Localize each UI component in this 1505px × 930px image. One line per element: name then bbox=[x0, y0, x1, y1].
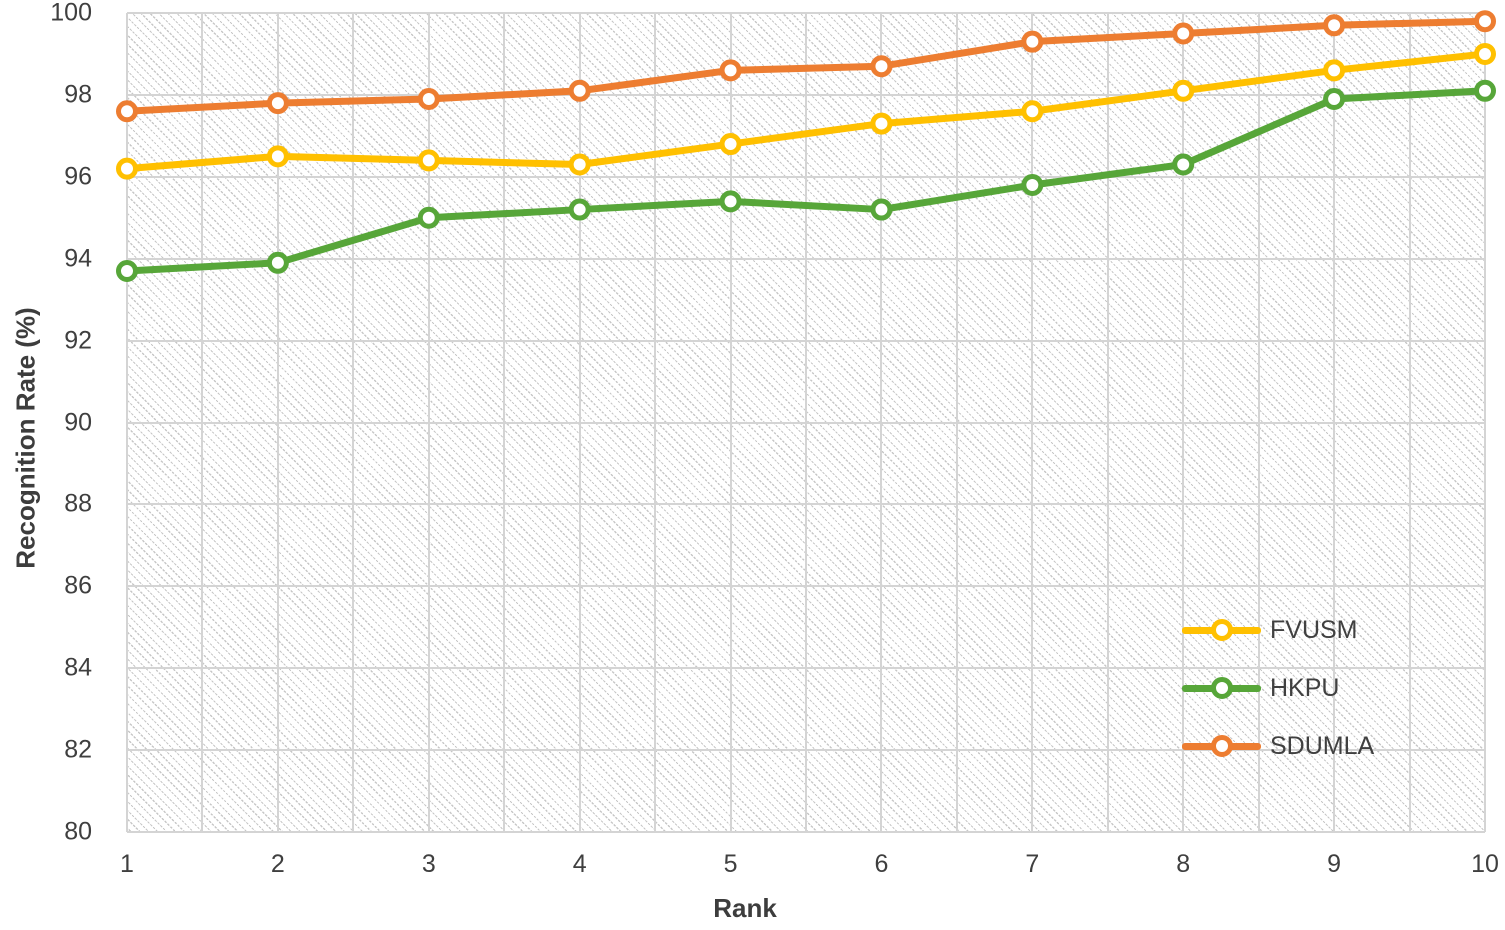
y-tick-label: 98 bbox=[64, 80, 92, 109]
x-tick-label: 6 bbox=[874, 850, 889, 878]
y-tick-label: 86 bbox=[64, 571, 92, 600]
series-line-fvusm bbox=[123, 50, 1489, 173]
legend-marker-icon bbox=[1182, 619, 1261, 641]
x-tick-label: 3 bbox=[421, 850, 436, 878]
data-point-fvusm-rank9 bbox=[1323, 59, 1346, 82]
legend: FVUSM HKPU SDUMLA bbox=[1182, 601, 1374, 775]
x-tick-label: 10 bbox=[1471, 850, 1499, 878]
y-tick-label: 94 bbox=[64, 244, 92, 273]
horizontal-gridline bbox=[127, 503, 1485, 506]
series-plot bbox=[116, 10, 1496, 282]
data-point-hkpu-rank3 bbox=[417, 206, 440, 229]
data-point-hkpu-rank6 bbox=[870, 198, 893, 221]
data-point-fvusm-rank2 bbox=[266, 145, 289, 168]
vertical-gridline bbox=[1484, 13, 1486, 832]
data-point-hkpu-rank5 bbox=[719, 190, 742, 213]
x-tick-label: 9 bbox=[1327, 850, 1342, 878]
legend-label: SDUMLA bbox=[1270, 731, 1375, 760]
legend-marker-ring-icon bbox=[1210, 735, 1233, 757]
data-point-hkpu-rank7 bbox=[1021, 173, 1044, 196]
horizontal-gridline bbox=[127, 339, 1485, 342]
data-point-sdumla-rank6 bbox=[870, 55, 893, 78]
x-axis-title: Rank bbox=[713, 893, 777, 923]
data-point-fvusm-rank6 bbox=[870, 112, 893, 135]
x-tick-label: 5 bbox=[723, 850, 738, 878]
legend-marker-ring-icon bbox=[1210, 619, 1233, 641]
legend-marker-ring-icon bbox=[1210, 677, 1233, 699]
data-point-hkpu-rank9 bbox=[1323, 87, 1346, 110]
horizontal-gridline bbox=[127, 585, 1485, 588]
data-point-hkpu-rank4 bbox=[568, 198, 591, 221]
horizontal-gridline bbox=[127, 93, 1485, 96]
legend-item-sdumla: SDUMLA bbox=[1182, 717, 1374, 775]
data-point-sdumla-rank5 bbox=[719, 59, 742, 82]
data-point-hkpu-rank8 bbox=[1172, 153, 1195, 176]
data-point-sdumla-rank4 bbox=[568, 79, 591, 102]
data-point-fvusm-rank3 bbox=[417, 149, 440, 172]
series-line-hkpu bbox=[123, 87, 1489, 275]
y-tick-label: 90 bbox=[64, 408, 92, 436]
horizontal-gridline bbox=[127, 749, 1485, 752]
y-tick-label: 80 bbox=[64, 817, 92, 846]
legend-item-hkpu: HKPU bbox=[1182, 659, 1374, 717]
data-point-sdumla-rank1 bbox=[116, 100, 138, 123]
horizontal-gridline bbox=[127, 175, 1485, 178]
horizontal-gridline bbox=[127, 421, 1485, 424]
x-tick-label: 1 bbox=[120, 850, 134, 878]
series-line-sdumla bbox=[123, 17, 1489, 115]
plot-area bbox=[116, 10, 1496, 833]
y-tick-label: 96 bbox=[64, 162, 92, 191]
y-tick-label: 100 bbox=[50, 0, 92, 27]
legend-marker-icon bbox=[1182, 735, 1261, 757]
data-point-sdumla-rank10 bbox=[1474, 10, 1496, 33]
data-point-fvusm-rank8 bbox=[1172, 79, 1195, 102]
x-tick-label: 2 bbox=[270, 850, 285, 878]
legend-marker-icon bbox=[1182, 677, 1261, 699]
x-tick-label: 8 bbox=[1176, 850, 1191, 878]
horizontal-gridline bbox=[127, 12, 1485, 14]
data-point-fvusm-rank4 bbox=[568, 153, 591, 176]
y-tick-label: 92 bbox=[64, 326, 92, 355]
data-point-hkpu-rank10 bbox=[1474, 79, 1496, 102]
data-point-fvusm-rank1 bbox=[116, 157, 138, 180]
data-point-fvusm-rank5 bbox=[719, 133, 742, 156]
data-point-hkpu-rank2 bbox=[266, 251, 289, 274]
legend-item-fvusm: FVUSM bbox=[1182, 601, 1374, 659]
data-point-fvusm-rank7 bbox=[1021, 100, 1044, 123]
y-tick-label: 88 bbox=[64, 489, 92, 518]
data-point-sdumla-rank7 bbox=[1021, 30, 1044, 53]
x-tick-label: 7 bbox=[1025, 850, 1040, 878]
legend-label: HKPU bbox=[1270, 673, 1340, 702]
data-point-sdumla-rank2 bbox=[266, 92, 289, 115]
horizontal-gridline bbox=[127, 831, 1485, 833]
legend-label: FVUSM bbox=[1270, 615, 1358, 644]
data-point-fvusm-rank10 bbox=[1474, 42, 1496, 65]
horizontal-gridline bbox=[127, 667, 1485, 670]
x-tick-label: 4 bbox=[572, 850, 587, 878]
data-point-sdumla-rank8 bbox=[1172, 22, 1195, 45]
y-tick-label: 82 bbox=[64, 735, 92, 764]
data-point-hkpu-rank1 bbox=[116, 259, 138, 282]
y-tick-label: 84 bbox=[64, 653, 92, 682]
data-point-sdumla-rank9 bbox=[1323, 14, 1346, 37]
horizontal-gridline bbox=[127, 257, 1485, 260]
data-point-sdumla-rank3 bbox=[417, 87, 440, 110]
